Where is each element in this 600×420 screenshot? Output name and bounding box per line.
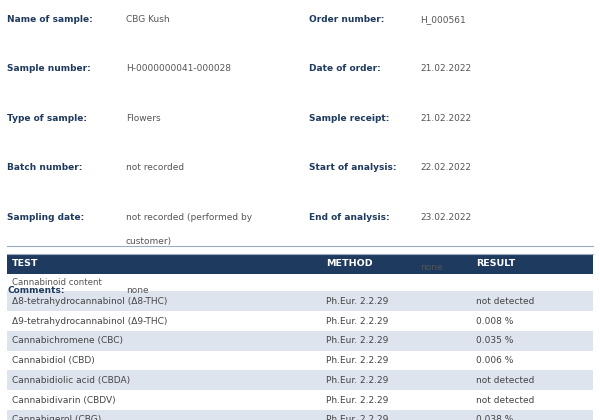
Text: Ph.Eur. 2.2.29: Ph.Eur. 2.2.29: [326, 317, 388, 326]
Text: 0.008 %: 0.008 %: [476, 317, 513, 326]
Text: Flowers: Flowers: [126, 114, 161, 123]
Text: Sample number:: Sample number:: [7, 64, 91, 73]
Bar: [7, 390, 593, 410]
Text: Ph.Eur. 2.2.29: Ph.Eur. 2.2.29: [326, 415, 388, 420]
Bar: [7, 410, 593, 420]
Bar: [7, 370, 593, 390]
Text: Δ8-tetrahydrocannabinol (Δ8-THC): Δ8-tetrahydrocannabinol (Δ8-THC): [12, 297, 167, 306]
Text: Ph.Eur. 2.2.29: Ph.Eur. 2.2.29: [326, 336, 388, 345]
Text: not recorded (performed by: not recorded (performed by: [126, 213, 252, 222]
Text: 23.02.2022: 23.02.2022: [420, 213, 471, 222]
Text: Batch number:: Batch number:: [7, 163, 83, 172]
Text: End of analysis:: End of analysis:: [309, 213, 389, 222]
Text: Cannabidivarin (CBDV): Cannabidivarin (CBDV): [12, 396, 116, 404]
Text: not detected: not detected: [476, 297, 534, 306]
Bar: [7, 351, 593, 370]
Text: Sampling date:: Sampling date:: [7, 213, 85, 222]
Text: not recorded: not recorded: [126, 163, 184, 172]
Text: METHOD: METHOD: [326, 260, 373, 268]
Text: not detected: not detected: [476, 396, 534, 404]
Text: 21.02.2022: 21.02.2022: [420, 64, 471, 73]
Text: H-0000000041-000028: H-0000000041-000028: [126, 64, 231, 73]
Text: none: none: [420, 262, 443, 271]
Text: 0.035 %: 0.035 %: [476, 336, 513, 345]
Text: Comments:: Comments:: [7, 286, 65, 295]
Text: Start of analysis:: Start of analysis:: [309, 163, 397, 172]
Text: Name of sample:: Name of sample:: [7, 15, 93, 24]
Text: Ph.Eur. 2.2.29: Ph.Eur. 2.2.29: [326, 356, 388, 365]
Text: Attachments:: Attachments:: [309, 262, 378, 271]
Bar: [7, 311, 593, 331]
Bar: [7, 291, 593, 311]
Text: Ph.Eur. 2.2.29: Ph.Eur. 2.2.29: [326, 396, 388, 404]
Text: Cannabichromene (CBC): Cannabichromene (CBC): [12, 336, 123, 345]
Bar: [7, 331, 593, 351]
Text: Cannabidiolic acid (CBDA): Cannabidiolic acid (CBDA): [12, 376, 130, 385]
Text: 22.02.2022: 22.02.2022: [420, 163, 471, 172]
Text: CBG Kush: CBG Kush: [126, 15, 170, 24]
Text: Δ9-tetrahydrocannabinol (Δ9-THC): Δ9-tetrahydrocannabinol (Δ9-THC): [12, 317, 167, 326]
Text: Sample receipt:: Sample receipt:: [309, 114, 389, 123]
Text: not detected: not detected: [476, 376, 534, 385]
Text: 21.02.2022: 21.02.2022: [420, 114, 471, 123]
Text: Date of order:: Date of order:: [309, 64, 381, 73]
Text: TEST: TEST: [12, 260, 38, 268]
Text: Ph.Eur. 2.2.29: Ph.Eur. 2.2.29: [326, 297, 388, 306]
Text: Order number:: Order number:: [309, 15, 385, 24]
Bar: [7, 274, 593, 291]
Text: RESULT: RESULT: [476, 260, 515, 268]
Text: customer): customer): [126, 237, 172, 246]
Text: Cannabinoid content: Cannabinoid content: [12, 278, 102, 287]
Text: Type of sample:: Type of sample:: [7, 114, 87, 123]
Text: Ph.Eur. 2.2.29: Ph.Eur. 2.2.29: [326, 376, 388, 385]
Text: Cannabidiol (CBD): Cannabidiol (CBD): [12, 356, 95, 365]
Text: Cannabigerol (CBG): Cannabigerol (CBG): [12, 415, 101, 420]
Text: H_000561: H_000561: [420, 15, 466, 24]
Text: 0.006 %: 0.006 %: [476, 356, 513, 365]
Text: 0.038 %: 0.038 %: [476, 415, 513, 420]
Bar: [7, 254, 593, 274]
Text: none: none: [126, 286, 149, 295]
